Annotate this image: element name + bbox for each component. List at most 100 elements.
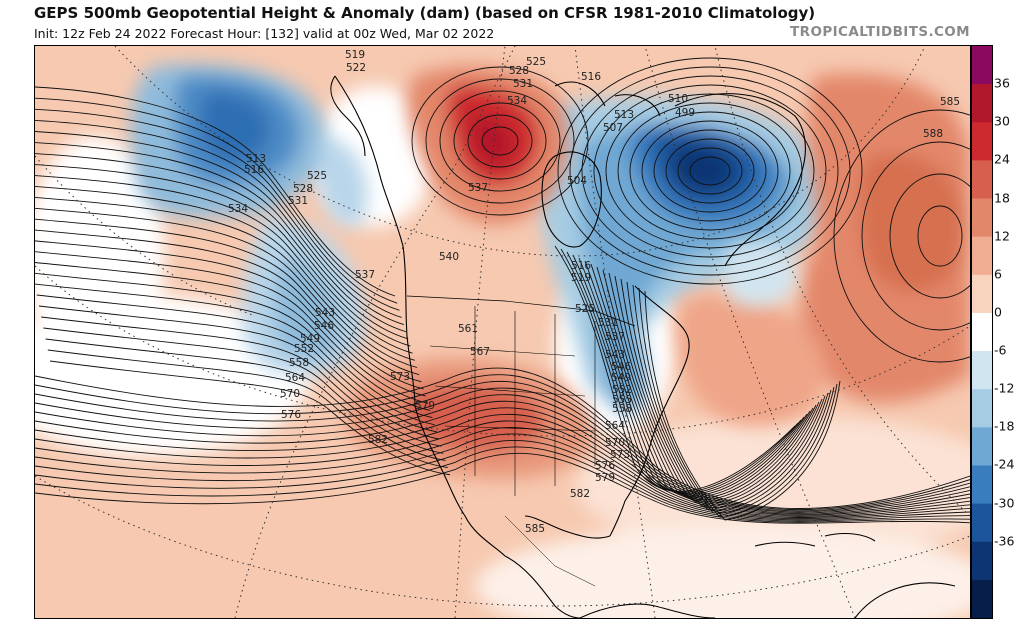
contour-label: 504 [567,175,587,187]
height-contour [35,131,404,326]
height-contours [35,57,970,524]
height-contour [41,316,442,447]
colorbar-swatch [972,541,992,581]
height-contour [677,147,743,195]
height-contour [35,142,407,333]
height-contour [566,251,802,494]
height-contour [605,93,815,249]
contour-label: 552 [612,384,632,396]
height-contour [38,305,440,440]
height-contour [35,119,402,318]
height-contour [35,207,420,376]
colorbar-swatch [972,160,992,200]
contour-label: 531 [513,78,533,90]
colorbar-swatch [972,579,992,618]
height-contour [641,120,779,222]
contour-label: 570 [605,437,625,449]
colorbar-swatch [972,198,992,238]
contour-label: 561 [458,323,478,335]
height-contour [35,186,415,361]
height-contour [35,426,970,520]
height-contour [557,57,863,285]
height-contour [35,433,970,521]
colorbar-swatch [972,465,992,505]
height-contour [689,156,731,186]
height-contour [35,175,413,354]
height-contour [49,360,451,476]
colorbar-swatch [972,274,992,314]
height-contour [453,102,547,180]
height-contour [596,266,817,500]
colorbar-swatch [972,503,992,543]
height-contour [653,129,767,213]
colorbar-swatch [972,46,992,85]
contour-label: 582 [570,488,590,500]
height-contour [35,380,970,512]
contour-label: 555 [612,394,632,406]
height-contour [35,164,411,347]
colorbar [971,45,993,619]
height-contour [665,138,755,204]
contour-label: 549 [611,372,631,384]
height-contour [614,275,826,506]
contour-label: 537 [605,331,625,343]
colorbar-swatch [972,312,992,352]
height-contour [439,90,561,192]
height-contour [35,413,970,517]
colorbar-swatch [972,122,992,161]
height-contour [35,218,422,383]
contour-label: 579 [595,472,615,484]
contour-label: 534 [228,203,248,215]
brand-watermark[interactable]: TROPICALTIDBITS.COM [790,24,970,40]
contour-label: 573 [610,449,630,461]
contour-label: 585 [525,523,545,535]
height-contour [481,126,519,156]
coastlines [330,75,956,618]
height-contour [632,284,835,514]
colorbar-tick-label: 18 [994,190,1010,206]
contour-label: 507 [603,122,623,134]
contour-label: 540 [439,251,459,263]
contour-label: 516 [244,164,264,176]
contour-label: 570 [280,388,300,400]
height-contour [35,374,970,510]
height-contour [467,114,533,168]
contour-label: 582 [368,434,388,446]
colorbar-labels: 36 30 24 18 12 6 0 -6 -12 -18 -24 -30 -36 [994,45,1024,617]
contour-label: 579 [415,400,435,412]
height-contour [35,283,435,426]
contour-label: 537 [355,269,375,281]
height-contour [35,272,433,418]
contour-label: 513 [246,153,266,165]
contour-label: 552 [294,343,314,355]
colorbar-tick-label: -30 [994,495,1015,511]
height-contour [35,394,970,514]
contour-label: 543 [605,349,625,361]
height-contour [411,66,589,216]
height-contour [43,327,444,454]
contour-label: 519 [571,272,591,284]
contour-label: 513 [614,109,634,121]
height-contour [590,263,814,499]
height-contour [572,254,805,495]
contour-label: 564 [605,420,625,432]
colorbar-swatch [972,389,992,428]
colorbar-tick-label: -12 [994,380,1015,396]
contour-label: 525 [307,170,327,182]
height-contour [35,108,400,311]
height-contour [35,446,970,523]
contour-label: 549 [300,333,320,345]
height-contour [47,349,448,469]
colorbar-tick-label: 30 [994,113,1010,129]
height-contour [425,78,575,204]
contour-label: 585 [940,96,960,108]
contour-label: 522 [346,62,366,74]
contour-label: 525 [575,303,595,315]
height-contour [593,84,827,258]
latlon-gridlines [35,46,970,618]
contour-label: 543 [315,307,335,319]
height-contour [644,290,841,521]
contour-label: 567 [470,346,490,358]
